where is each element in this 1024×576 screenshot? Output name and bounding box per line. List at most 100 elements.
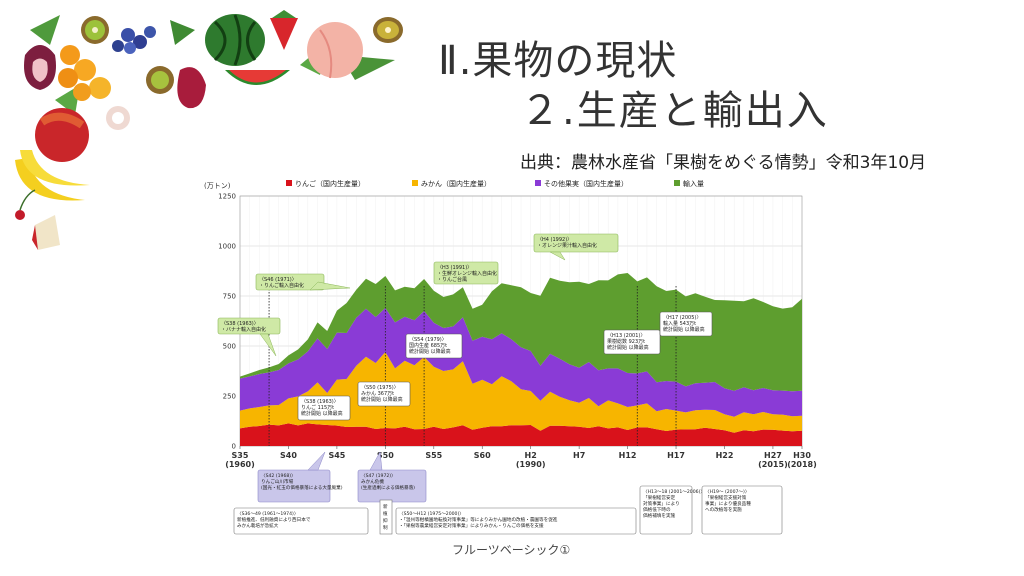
slide-title: Ⅱ.果物の現状	[438, 38, 678, 84]
note-1972: 〈S47 (1972)〉みかん危機(生産過剰による価格暴落)	[357, 469, 427, 503]
x-tick-sublabel: (2018)	[787, 460, 817, 469]
stacked-areas	[240, 273, 802, 446]
source-citation: 出典：農林水産省「果樹をめぐる情勢」令和3年10月	[520, 153, 927, 173]
callout-1963-text: ・バナナ輸入自由化	[221, 326, 266, 333]
fruit-illustration-icon	[15, 10, 403, 250]
note-shinshoku-text: 制	[383, 524, 388, 531]
y-tick-label: 0	[232, 443, 236, 451]
note-1961-1974-box	[233, 507, 369, 535]
callout-1971-box	[255, 273, 325, 291]
note-1968-text: りんご山川市場	[261, 478, 294, 485]
note-domestic-peak-text: 統計開始 以降最高	[409, 348, 451, 355]
note-1968-text: (国光・紅玉の価格暴落による大量廃棄)	[261, 484, 343, 491]
y-tick-label: 500	[223, 343, 236, 351]
y-tick-label: 1000	[218, 243, 236, 251]
y-tick-label: 1250	[218, 193, 236, 201]
note-1968-box	[257, 469, 331, 503]
note-shinshoku-box	[379, 499, 393, 535]
legend-swatch-apple	[286, 180, 292, 186]
note-import-peak-text: 統計開始 以降最高	[663, 326, 705, 333]
note-total-peak-text: 〈H13 (2001)〉	[607, 333, 645, 339]
note-pointer	[369, 451, 383, 471]
note-1968-text: 〈S42 (1968)〉	[261, 473, 296, 479]
note-1968: 〈S42 (1968)〉りんご山川市場(国光・紅玉の価格暴落による大量廃棄)	[257, 469, 343, 503]
legend-label-other: その他果実（国内生産量）	[544, 179, 628, 188]
note-1975-2000-box	[395, 507, 637, 535]
note-1972-text: みかん危機	[361, 478, 384, 485]
note-domestic-peak-text: 国内生産 685万t	[409, 342, 447, 349]
callout-1992-box	[533, 233, 619, 253]
x-tick-label: H7	[573, 451, 585, 460]
callout-1991-text: ・りんご台風	[437, 276, 467, 283]
note-shinshoku-text: 新	[383, 503, 388, 510]
y-unit-label: (万トン)	[204, 182, 231, 190]
y-tick-label: 750	[223, 293, 236, 301]
note-2007: 〈H19～ (2007～)〉「果樹経営支援対策事業」により優良品種への改植等を実…	[701, 485, 783, 535]
footer-caption: フルーツベーシック①	[452, 543, 571, 557]
x-tick-label: H17	[667, 451, 685, 460]
note-import-peak-box	[659, 311, 713, 337]
note-2007-text: 「果樹経営支援対策	[705, 494, 747, 501]
callout-1991-text: 〈H3 (1991)〉	[437, 265, 472, 271]
note-2001-2006-text: 価格補填を実施	[643, 512, 676, 519]
x-tick-label: H30	[793, 451, 811, 460]
note-2001-2006-text: 「果樹経営安定	[643, 494, 676, 501]
note-2001-2006-text: 対策事業」により	[643, 500, 680, 507]
x-tick-label: S35	[232, 451, 249, 460]
legend-label-apple: りんご（国内生産量）	[295, 179, 365, 188]
legend-swatch-import	[674, 180, 680, 186]
callout-pointer	[309, 281, 351, 291]
x-tick-label: H22	[716, 451, 734, 460]
note-domestic-peak-text: 〈S54 (1979)〉	[409, 337, 447, 343]
note-1975-2000-text: ・「温州等柑橘園地転換対策事業」等によりみかん園地の改植・農園等を促進	[399, 516, 558, 523]
legend-label-mikan: みかん（国内生産量）	[421, 179, 491, 188]
note-1972-text: 〈S47 (1972)〉	[361, 473, 396, 479]
callout-1992-text: 〈H4 (1992)〉	[537, 237, 572, 243]
area-series-3	[240, 273, 802, 392]
area-series-0	[240, 423, 802, 446]
callout-1971-text: 〈S46 (1971)〉	[259, 277, 297, 283]
callout-1991: 〈H3 (1991)〉・生鮮オレンジ輸入自由化・りんご台風	[433, 261, 499, 285]
callout-pointer	[549, 251, 566, 261]
note-2001-2006-text: 〈H13～18 (2001～2006)〉	[643, 489, 705, 495]
note-1961-1974-text: 〈S36～49 (1961～1974)〉	[237, 511, 298, 517]
x-axis: S35(1960) S40 S45 S50 S55 S60 H2(1990) H7 H12 H17…	[225, 446, 817, 469]
x-tick-label: H12	[619, 451, 637, 460]
x-tick-sublabel: (1960)	[225, 460, 255, 469]
note-1975-2000-text: 〈S50～H12 (1975～2000)〉	[399, 511, 464, 517]
note-mikan-peak-text: 〈S50 (1975)〉	[361, 385, 399, 391]
x-tick-label: S55	[425, 451, 442, 460]
note-1961-1974: 〈S36～49 (1961～1974)〉新植推進、低利融資により西日本でみかん栽…	[233, 507, 369, 535]
y-tick-label: 250	[223, 393, 236, 401]
y-axis: 0 250 500 750 1000 1250	[218, 193, 236, 451]
callout-1992: 〈H4 (1992)〉・オレンジ果汁輸入自由化	[533, 233, 619, 253]
callout-1963-box	[217, 317, 281, 335]
note-2007-box	[701, 485, 783, 535]
callout-1991-text: ・生鮮オレンジ輸入自由化	[437, 270, 497, 277]
note-total-peak-text: 統計開始 以降最高	[607, 344, 649, 351]
x-tick-label: H27	[764, 451, 782, 460]
chart-svg: (万トン) りんご（国内生産量） みかん（国内生産量） その他果実（国内生産量）…	[204, 179, 817, 535]
note-2001-2006-box	[639, 485, 693, 535]
x-tick-label: S60	[474, 451, 491, 460]
callout-1963: 〈S38 (1963)〉・バナナ輸入自由化	[217, 317, 281, 335]
x-tick-label: S50	[377, 451, 394, 460]
note-domestic-peak-box	[405, 333, 463, 359]
callout-1963-text: 〈S38 (1963)〉	[221, 321, 259, 327]
note-apple-peak-text: りんご 115万t	[301, 404, 334, 411]
note-mikan-peak-box	[357, 381, 411, 407]
note-1972-text: (生産過剰による価格暴落)	[361, 484, 415, 491]
note-apple-peak-box	[297, 395, 351, 421]
note-2007-text: への改植等を実施	[705, 506, 742, 513]
note-pointer	[307, 451, 326, 471]
x-tick-sublabel: (1990)	[516, 460, 546, 469]
x-tick-sublabel: (2015)	[758, 460, 788, 469]
note-mikan-peak-text: 統計開始 以降最高	[361, 396, 403, 403]
annotations: 〈S38 (1963)〉・バナナ輸入自由化〈S46 (1971)〉・りんご輸入自…	[217, 233, 783, 535]
